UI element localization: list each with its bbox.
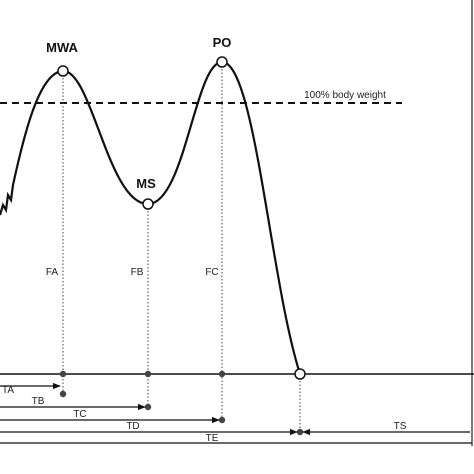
- force-label: FA: [46, 267, 59, 278]
- baseline-dots: [59, 370, 304, 436]
- time-label: TA: [2, 385, 14, 396]
- force-curve: [0, 60, 302, 375]
- time-label: TE: [206, 433, 219, 444]
- key-points: [57, 56, 306, 380]
- point-label: PO: [213, 35, 232, 50]
- force-label: FC: [205, 267, 218, 278]
- drop-lines: [62, 62, 301, 432]
- time-label: TD: [126, 421, 139, 432]
- time-arrows: [0, 382, 472, 444]
- body-weight-label: 100% body weight: [304, 90, 386, 101]
- force-label: FB: [131, 267, 144, 278]
- time-label: TS: [394, 421, 407, 432]
- point-label: MS: [136, 176, 156, 191]
- point-label: MWA: [46, 40, 78, 55]
- time-label: TC: [73, 409, 86, 420]
- time-label: TB: [32, 396, 45, 407]
